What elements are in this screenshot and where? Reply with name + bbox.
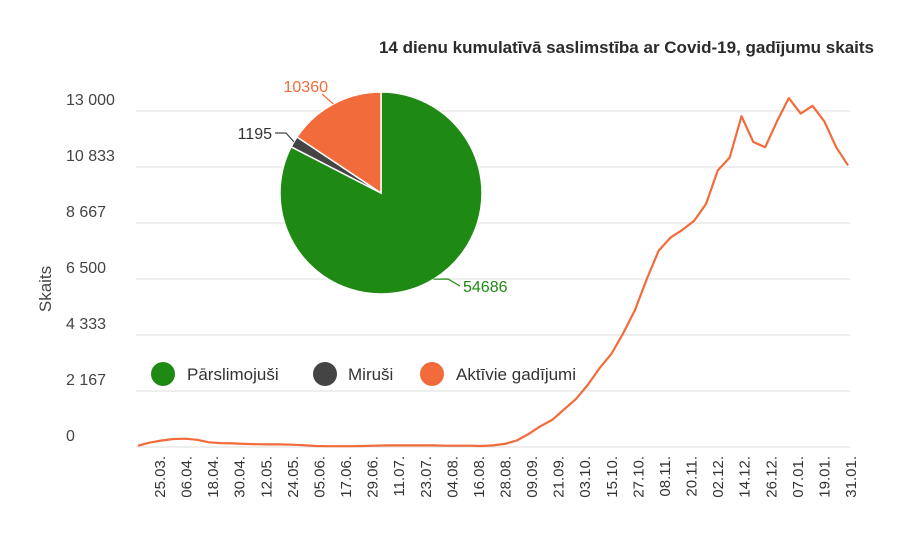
x-tick-label: 21.09. xyxy=(551,456,568,498)
x-tick-label: 08.11. xyxy=(657,456,674,497)
x-tick-label: 18.04. xyxy=(205,456,222,498)
pie-leader-recovered xyxy=(433,278,461,287)
y-tick-label: 6 500 xyxy=(66,260,106,277)
x-axis-ticks: 25.03. 06.04. 18.04. 30.04. 12.05. 24.05. 05.0… xyxy=(152,456,860,498)
x-tick-label: 09.09. xyxy=(524,456,541,498)
x-tick-label: 04.08. xyxy=(444,456,461,498)
x-tick-label: 28.08. xyxy=(498,456,515,498)
x-tick-label: 24.05. xyxy=(285,456,302,498)
x-tick-label: 02.12. xyxy=(710,456,727,498)
x-tick-label: 23.07. xyxy=(418,456,435,498)
series-line xyxy=(137,97,849,448)
x-tick-label: 26.12. xyxy=(763,456,780,498)
x-tick-label: 25.03. xyxy=(152,456,169,498)
y-tick-label: 2 167 xyxy=(66,372,106,389)
x-tick-label: 03.10. xyxy=(577,456,594,498)
y-tick-label: 8 667 xyxy=(66,204,106,221)
x-tick-label: 15.10. xyxy=(604,456,621,498)
pie-label-recovered: 54686 xyxy=(463,279,508,296)
x-tick-label: 17.06. xyxy=(338,456,355,498)
legend-marker-recovered xyxy=(151,362,175,386)
pie-label-active: 10360 xyxy=(284,79,329,96)
chart-title: 14 dienu kumulatīvā saslimstība ar Covid… xyxy=(379,38,874,57)
x-tick-label: 30.04. xyxy=(232,456,249,498)
x-tick-label: 29.06. xyxy=(365,456,382,498)
y-axis-label: Skaits xyxy=(36,266,55,312)
y-tick-label: 0 xyxy=(66,428,75,445)
x-tick-label: 06.04. xyxy=(179,456,196,498)
x-tick-label: 27.10. xyxy=(630,456,647,498)
pie-slice-active xyxy=(295,91,382,195)
legend-marker-active xyxy=(420,362,444,386)
x-tick-label: 20.11. xyxy=(684,456,701,497)
pie-leader-deaths xyxy=(275,132,295,143)
y-tick-label: 13 000 xyxy=(66,92,115,109)
pie-label-deaths: 1195 xyxy=(238,126,273,143)
x-tick-label: 31.01. xyxy=(843,456,860,498)
x-tick-label: 19.01. xyxy=(816,456,833,498)
pie-leader-active xyxy=(321,93,334,105)
x-tick-label: 11.07. xyxy=(391,456,408,497)
x-tick-label: 05.06. xyxy=(311,456,328,498)
legend-label-active: Aktīvie gadījumi xyxy=(456,365,576,384)
x-tick-label: 07.01. xyxy=(790,456,807,498)
grid xyxy=(136,110,850,448)
legend-label-recovered: Pārslimojuši xyxy=(187,365,279,384)
y-axis-ticks: 0 2 167 4 333 6 500 8 667 10 833 13 000 xyxy=(66,92,115,445)
x-tick-label: 14.12. xyxy=(737,456,754,498)
line-series xyxy=(137,97,849,448)
legend: Pārslimojuši Miruši Aktīvie gadījumi xyxy=(151,362,576,386)
pie-chart: 54686 1195 10360 xyxy=(238,79,508,296)
x-tick-label: 12.05. xyxy=(258,456,275,498)
legend-marker-deaths xyxy=(313,362,337,386)
y-tick-label: 10 833 xyxy=(66,148,115,165)
legend-label-deaths: Miruši xyxy=(348,365,393,384)
x-tick-label: 16.08. xyxy=(471,456,488,498)
y-tick-label: 4 333 xyxy=(66,316,106,333)
